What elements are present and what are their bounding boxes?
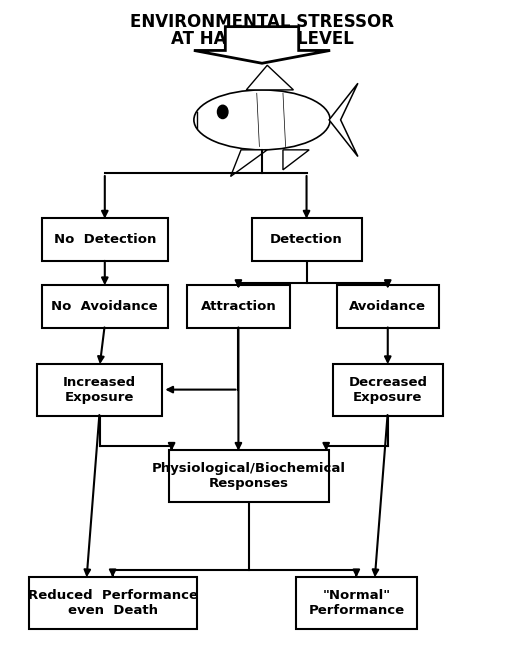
FancyBboxPatch shape	[29, 577, 196, 629]
Polygon shape	[231, 150, 267, 176]
Polygon shape	[246, 65, 293, 90]
Text: No  Avoidance: No Avoidance	[51, 300, 158, 313]
Text: ENVIRONMENTAL STRESSOR: ENVIRONMENTAL STRESSOR	[130, 13, 394, 31]
FancyBboxPatch shape	[169, 450, 329, 502]
FancyBboxPatch shape	[37, 364, 162, 416]
Text: "Normal"
Performance: "Normal" Performance	[308, 589, 405, 617]
FancyBboxPatch shape	[188, 285, 289, 328]
Text: Decreased
Exposure: Decreased Exposure	[348, 376, 427, 404]
FancyBboxPatch shape	[42, 285, 168, 328]
Text: Detection: Detection	[270, 233, 343, 246]
FancyBboxPatch shape	[296, 577, 417, 629]
Text: No  Detection: No Detection	[53, 233, 156, 246]
Ellipse shape	[194, 90, 330, 150]
FancyBboxPatch shape	[42, 218, 168, 261]
Polygon shape	[283, 150, 309, 170]
Text: Physiological/Biochemical
Responses: Physiological/Biochemical Responses	[152, 462, 346, 490]
FancyBboxPatch shape	[336, 285, 439, 328]
Text: Attraction: Attraction	[201, 300, 276, 313]
Polygon shape	[329, 83, 358, 157]
Text: Reduced  Performance
even  Death: Reduced Performance even Death	[28, 589, 198, 617]
FancyBboxPatch shape	[252, 218, 362, 261]
Text: Avoidance: Avoidance	[350, 300, 426, 313]
Circle shape	[217, 105, 228, 119]
Polygon shape	[194, 27, 330, 63]
Text: AT HARMFUL LEVEL: AT HARMFUL LEVEL	[171, 30, 353, 48]
FancyBboxPatch shape	[333, 364, 443, 416]
Text: Increased
Exposure: Increased Exposure	[63, 376, 136, 404]
